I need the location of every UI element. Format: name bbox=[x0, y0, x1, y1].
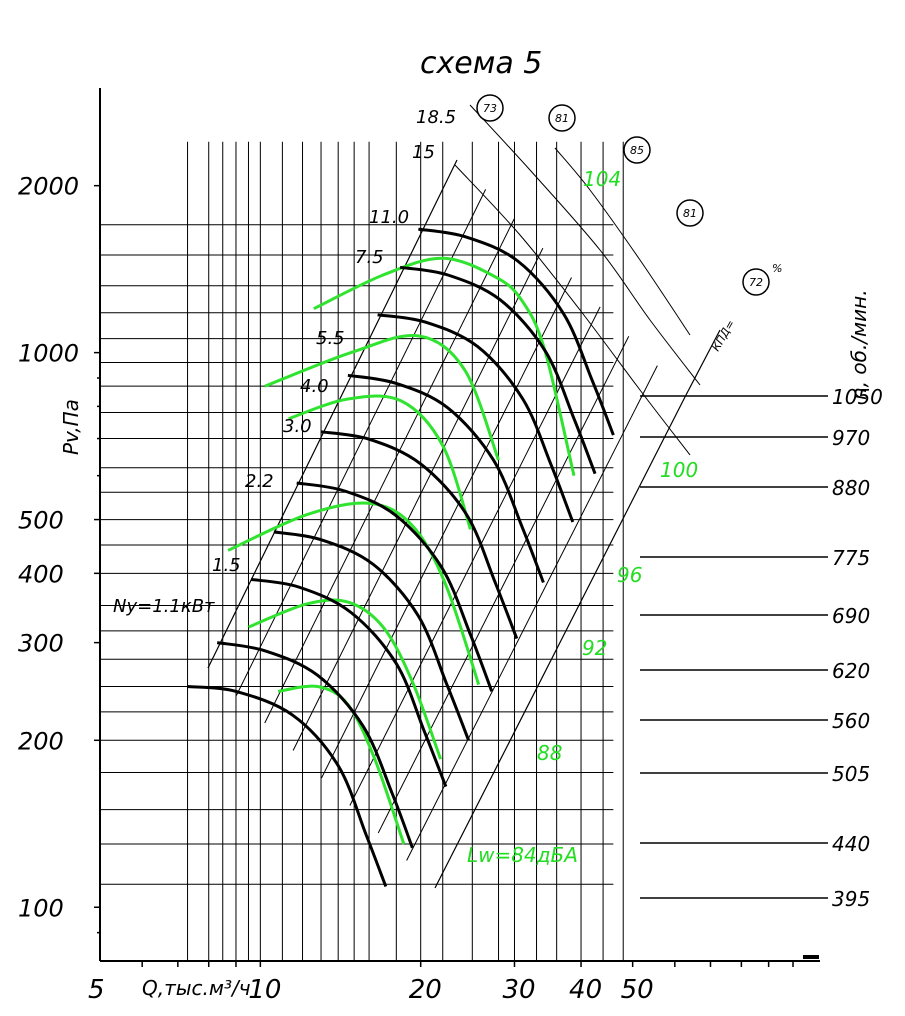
efficiency-badge bbox=[476, 94, 504, 122]
y-tick-label: 1000 bbox=[18, 340, 79, 368]
speed-curve bbox=[418, 227, 615, 436]
speed-label: 880 bbox=[832, 476, 870, 500]
speed-label: 775 bbox=[832, 546, 870, 570]
boundary-right-ext bbox=[685, 329, 721, 396]
chart-title: схема 5 bbox=[420, 46, 542, 81]
boundary-left bbox=[207, 159, 458, 669]
power-label: 18.5 bbox=[416, 107, 456, 128]
x-tick-label: 40 bbox=[569, 975, 602, 1005]
efficiency-line bbox=[454, 164, 691, 456]
x-axis-label: Q,тыс.м³/ч bbox=[142, 976, 251, 1000]
y-tick-label: 400 bbox=[18, 560, 64, 588]
grid-lines bbox=[100, 141, 624, 961]
noise-label: Lw=84дБА bbox=[467, 843, 578, 867]
power-label: 11.0 bbox=[369, 207, 409, 228]
diagonal-grid-line bbox=[321, 277, 572, 779]
power-label: 15 bbox=[412, 142, 435, 163]
speed-curve bbox=[216, 641, 414, 849]
diagonal-grid-line bbox=[349, 306, 601, 806]
x-tick-label: 50 bbox=[621, 975, 654, 1005]
noise-label: 88 bbox=[537, 741, 562, 765]
y-tick-label: 500 bbox=[18, 507, 64, 535]
speed-label: 560 bbox=[832, 709, 870, 733]
boundary-right bbox=[434, 394, 687, 889]
x-tick-label: 20 bbox=[409, 975, 442, 1005]
speed-curve bbox=[250, 577, 448, 788]
speed-label: 620 bbox=[832, 659, 870, 683]
speed-label: 970 bbox=[832, 426, 870, 450]
chart-labels: 100 200 300 400 500 1000 2000 5 10 20 30 40 50 1050 97… bbox=[18, 94, 883, 1005]
power-label: 5.5 bbox=[316, 328, 345, 349]
right-axis-label: n, об./мин. bbox=[847, 289, 871, 400]
efficiency-label: 81 bbox=[683, 207, 697, 220]
speed-curves bbox=[187, 227, 615, 888]
speed-curve bbox=[187, 685, 388, 888]
noise-curve bbox=[227, 501, 481, 686]
speed-label: 395 bbox=[832, 887, 870, 911]
efficiency-unit: % bbox=[772, 262, 782, 275]
noise-label: 92 bbox=[582, 636, 607, 660]
noise-curve bbox=[288, 394, 472, 530]
noise-curves bbox=[227, 256, 576, 845]
efficiency-label: 85 bbox=[630, 144, 644, 157]
power-label: 1.5 bbox=[212, 555, 241, 576]
noise-label: 100 bbox=[660, 458, 698, 482]
diagonal-grid-line bbox=[264, 218, 515, 724]
corner-marker bbox=[803, 955, 819, 959]
speed-label: 440 bbox=[832, 832, 870, 856]
x-tick-label: 30 bbox=[502, 975, 535, 1005]
power-label: Ny=1.1кВт bbox=[113, 596, 215, 617]
speed-label: 505 bbox=[832, 762, 870, 786]
power-label: 2.2 bbox=[245, 471, 274, 492]
power-label: 3.0 bbox=[283, 416, 312, 437]
speed-curve bbox=[347, 373, 545, 584]
efficiency-badge bbox=[676, 199, 704, 227]
efficiency-label: 72 bbox=[749, 276, 763, 289]
speed-curve bbox=[320, 430, 519, 640]
power-label: 4.0 bbox=[300, 376, 329, 397]
x-tick-label: 10 bbox=[248, 975, 281, 1005]
efficiency-label: 73 bbox=[483, 102, 497, 115]
noise-curve bbox=[313, 256, 576, 477]
diagonal-grid-line bbox=[406, 365, 658, 861]
noise-label: 96 bbox=[617, 563, 642, 587]
efficiency-badge bbox=[623, 136, 651, 164]
y-tick-label: 300 bbox=[18, 630, 64, 658]
diagonal-grid-line bbox=[292, 247, 544, 751]
power-label: 7.5 bbox=[355, 247, 384, 268]
noise-curve bbox=[264, 333, 500, 461]
efficiency-badge bbox=[742, 268, 770, 296]
noise-label: 104 bbox=[583, 167, 621, 191]
efficiency-label: 81 bbox=[555, 112, 569, 125]
efficiency-badge bbox=[548, 104, 576, 132]
x-tick-label: 5 bbox=[88, 975, 105, 1005]
speed-curve bbox=[377, 313, 575, 523]
y-tick-label: 100 bbox=[18, 894, 64, 922]
speed-curve bbox=[296, 481, 494, 692]
y-tick-label: 2000 bbox=[18, 173, 79, 201]
diagonal-grid-line bbox=[377, 336, 630, 834]
y-axis-label: Pv,Па bbox=[59, 399, 83, 455]
speed-lines bbox=[640, 395, 828, 899]
speed-curve bbox=[273, 530, 470, 741]
axes-frame bbox=[94, 88, 820, 967]
y-tick-label: 200 bbox=[18, 727, 64, 755]
speed-label: 1050 bbox=[832, 385, 883, 409]
efficiency-line bbox=[554, 147, 691, 336]
speed-curve bbox=[399, 265, 597, 475]
speed-label: 690 bbox=[832, 604, 870, 628]
noise-curve bbox=[247, 598, 443, 760]
efficiency-line bbox=[469, 104, 701, 386]
